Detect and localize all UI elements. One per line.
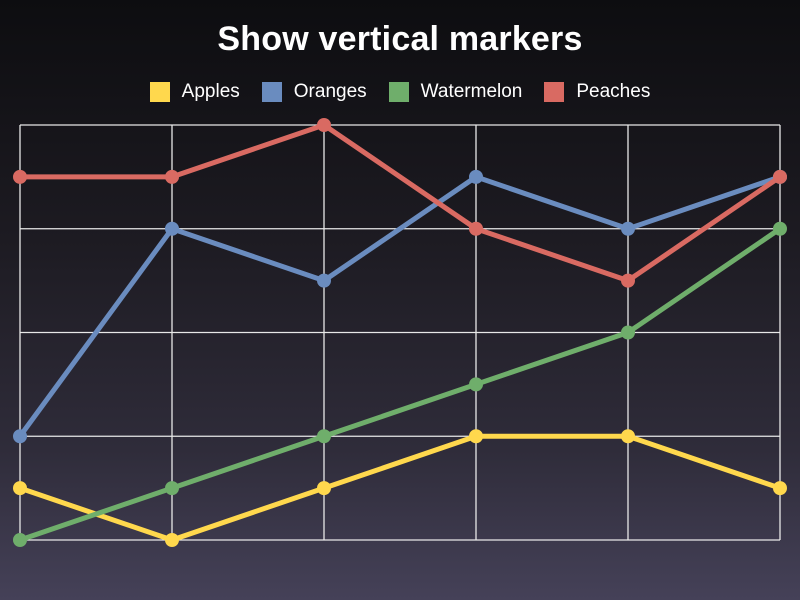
data-point-apples xyxy=(773,481,787,496)
data-point-watermelon xyxy=(13,533,27,547)
legend-label-peaches: Peaches xyxy=(576,81,651,102)
data-point-watermelon xyxy=(317,429,331,444)
data-point-peaches xyxy=(621,273,635,288)
legend-label-apples: Apples xyxy=(181,81,240,102)
legend-item-apples[interactable]: Apples xyxy=(149,81,240,103)
series-line-peaches xyxy=(17,122,783,284)
data-point-watermelon xyxy=(469,377,483,392)
data-point-watermelon xyxy=(165,481,179,496)
data-point-apples xyxy=(621,429,635,444)
data-point-apples xyxy=(469,429,483,444)
data-point-watermelon xyxy=(621,325,635,340)
data-point-oranges xyxy=(317,273,331,288)
series-line-oranges xyxy=(17,174,783,439)
data-point-peaches xyxy=(317,118,331,132)
data-point-oranges xyxy=(165,221,179,236)
data-point-oranges xyxy=(13,429,27,444)
legend-item-watermelon[interactable]: Watermelon xyxy=(388,81,523,103)
series-line-apples xyxy=(17,433,783,543)
data-point-watermelon xyxy=(773,221,787,236)
data-point-oranges xyxy=(621,221,635,236)
legend-swatch-oranges xyxy=(261,82,282,102)
data-point-apples xyxy=(13,481,27,496)
data-point-apples xyxy=(317,481,331,496)
legend-label-oranges: Oranges xyxy=(293,81,367,102)
chart-legend: Apples Oranges Watermelon Peaches xyxy=(0,80,800,104)
legend-swatch-apples xyxy=(149,82,170,102)
data-point-peaches xyxy=(773,169,787,184)
legend-item-oranges[interactable]: Oranges xyxy=(261,81,367,103)
data-point-peaches xyxy=(165,169,179,184)
legend-label-watermelon: Watermelon xyxy=(420,81,523,102)
data-point-apples xyxy=(165,533,179,547)
data-point-oranges xyxy=(469,169,483,184)
series-line-watermelon xyxy=(17,226,783,543)
data-point-peaches xyxy=(469,221,483,236)
chart-title: Show vertical markers xyxy=(217,20,583,58)
data-point-peaches xyxy=(13,169,27,184)
legend-item-peaches[interactable]: Peaches xyxy=(544,81,650,103)
legend-swatch-watermelon xyxy=(388,82,409,102)
legend-swatch-peaches xyxy=(544,82,565,102)
